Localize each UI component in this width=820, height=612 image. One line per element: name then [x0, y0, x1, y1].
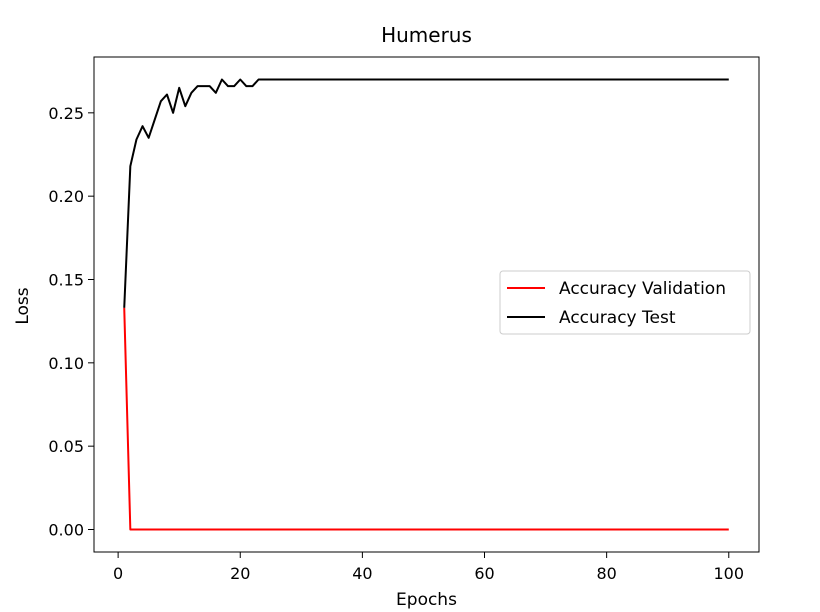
series-layer	[123, 78, 729, 531]
y-axis: 0.00 0.05 0.10 0.15 0.20 0.25	[48, 104, 94, 540]
x-axis-label: Epochs	[396, 590, 457, 610]
x-axis: 0 20 40 60 80 100	[113, 552, 744, 583]
legend-box	[499, 270, 751, 335]
y-tick-label: 0.20	[48, 187, 84, 206]
y-tick-label: 0.15	[48, 271, 84, 290]
x-tick-label: 40	[352, 564, 372, 583]
chart-title: Humerus	[381, 23, 472, 47]
series-line-accuracy-test	[123, 78, 729, 308]
x-tick-label: 20	[230, 564, 250, 583]
y-tick-label: 0.10	[48, 354, 84, 373]
x-tick-label: 100	[713, 564, 744, 583]
x-tick-label: 0	[113, 564, 123, 583]
y-tick-label: 0.25	[48, 104, 84, 123]
plot-frame	[93, 56, 760, 553]
legend-label-accuracy-test: Accuracy Test	[559, 308, 676, 328]
legend-label-accuracy-validation: Accuracy Validation	[559, 279, 726, 299]
x-tick-label: 80	[596, 564, 616, 583]
x-tick-label: 60	[474, 564, 494, 583]
legend: Accuracy Validation Accuracy Test	[499, 270, 751, 335]
y-axis-label: Loss	[13, 287, 33, 324]
y-tick-label: 0.05	[48, 437, 84, 456]
y-tick-label: 0.00	[48, 521, 84, 540]
series-line-accuracy-validation	[123, 307, 729, 531]
